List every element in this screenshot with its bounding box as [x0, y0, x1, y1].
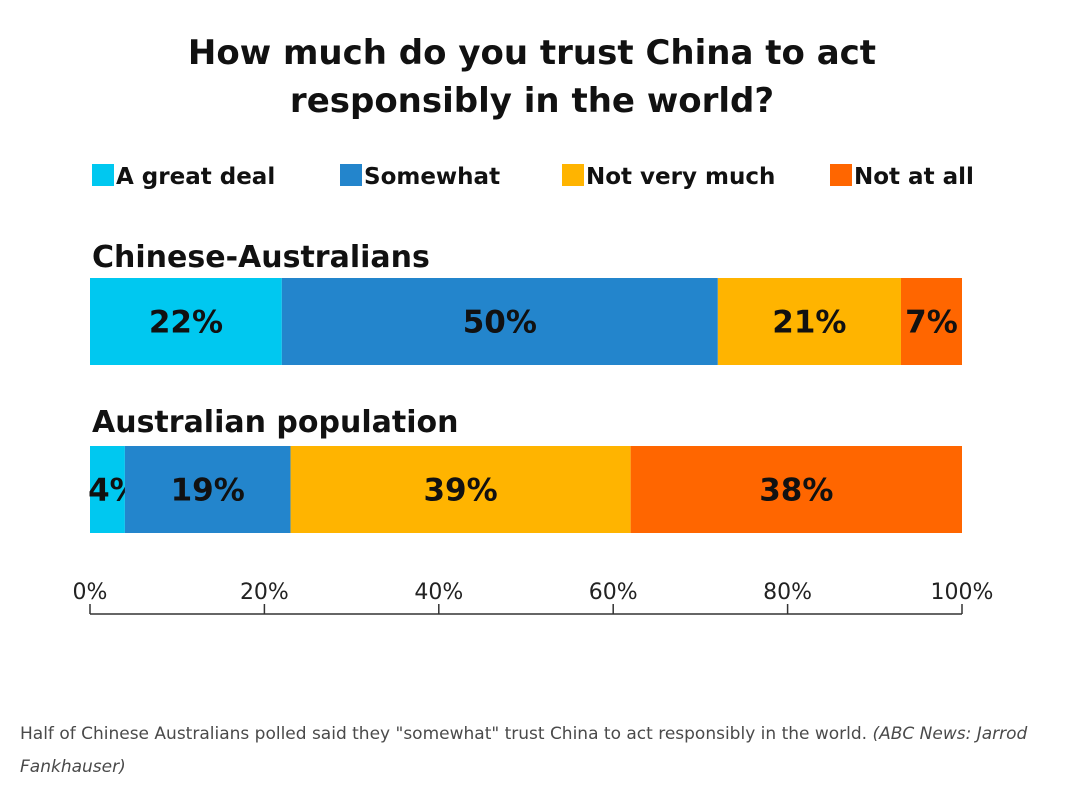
x-tick-label: 0% [73, 580, 108, 605]
x-axis: 0% 20% 40% 60% 80% 100% [73, 580, 994, 615]
image-caption: Half of Chinese Australians polled said … [20, 718, 1060, 784]
chart-legend: A great deal Somewhat Not very much Not at … [92, 164, 974, 190]
bar-value-label-chinese-australians-somewhat: 50% [463, 305, 537, 341]
group-label-australian-population: Australian population [92, 405, 458, 440]
x-tick-label: 60% [589, 580, 638, 605]
stacked-bar-chart: How much do you trust China to act respo… [73, 33, 994, 615]
bar-segment-australian-population-a-great-deal [90, 446, 125, 533]
x-tick-label: 20% [240, 580, 289, 605]
bar-segment-australian-population-not-very-much [290, 446, 631, 533]
bar-value-label-chinese-australians-a-great-deal: 22% [149, 305, 223, 341]
legend-swatch-not-very-much [562, 164, 584, 186]
group-label-chinese-australians: Chinese-Australians [92, 240, 430, 275]
legend-label-a-great-deal: A great deal [116, 164, 275, 190]
bar-segment-chinese-australians-a-great-deal [90, 278, 282, 365]
legend-swatch-somewhat [340, 164, 362, 186]
bar-value-label-australian-population-somewhat: 19% [171, 473, 245, 509]
bar-segment-australian-population-not-at-all [630, 446, 962, 533]
legend-swatch-a-great-deal [92, 164, 114, 186]
bar-value-label-australian-population-not-very-much: 39% [423, 473, 497, 509]
chart-title-line-1: How much do you trust China to act [188, 33, 876, 73]
x-tick-label: 40% [414, 580, 463, 605]
bar-segment-australian-population-somewhat [124, 446, 291, 533]
bar-value-label-chinese-australians-not-at-all: 7% [905, 305, 958, 341]
bar-value-label-australian-population-not-at-all: 38% [759, 473, 833, 509]
caption-text: Half of Chinese Australians polled said … [20, 724, 868, 744]
bar-segment-chinese-australians-not-at-all [900, 278, 962, 365]
caption-source: (ABC News: Jarrod Fankhauser) [20, 724, 1028, 777]
legend-label-not-at-all: Not at all [854, 164, 974, 190]
bar-segment-chinese-australians-not-very-much [717, 278, 901, 365]
plot-area: Chinese-Australians 22% 50% 21% 7% Australian… [88, 240, 962, 533]
bar-value-label-chinese-australians-not-very-much: 21% [772, 305, 846, 341]
x-tick-label: 80% [763, 580, 812, 605]
x-tick-label: 100% [931, 580, 994, 605]
bar-segment-chinese-australians-somewhat [281, 278, 718, 365]
legend-swatch-not-at-all [830, 164, 852, 186]
legend-label-not-very-much: Not very much [586, 164, 775, 190]
legend-label-somewhat: Somewhat [364, 164, 500, 190]
chart-title-line-2: responsibly in the world? [290, 81, 774, 121]
